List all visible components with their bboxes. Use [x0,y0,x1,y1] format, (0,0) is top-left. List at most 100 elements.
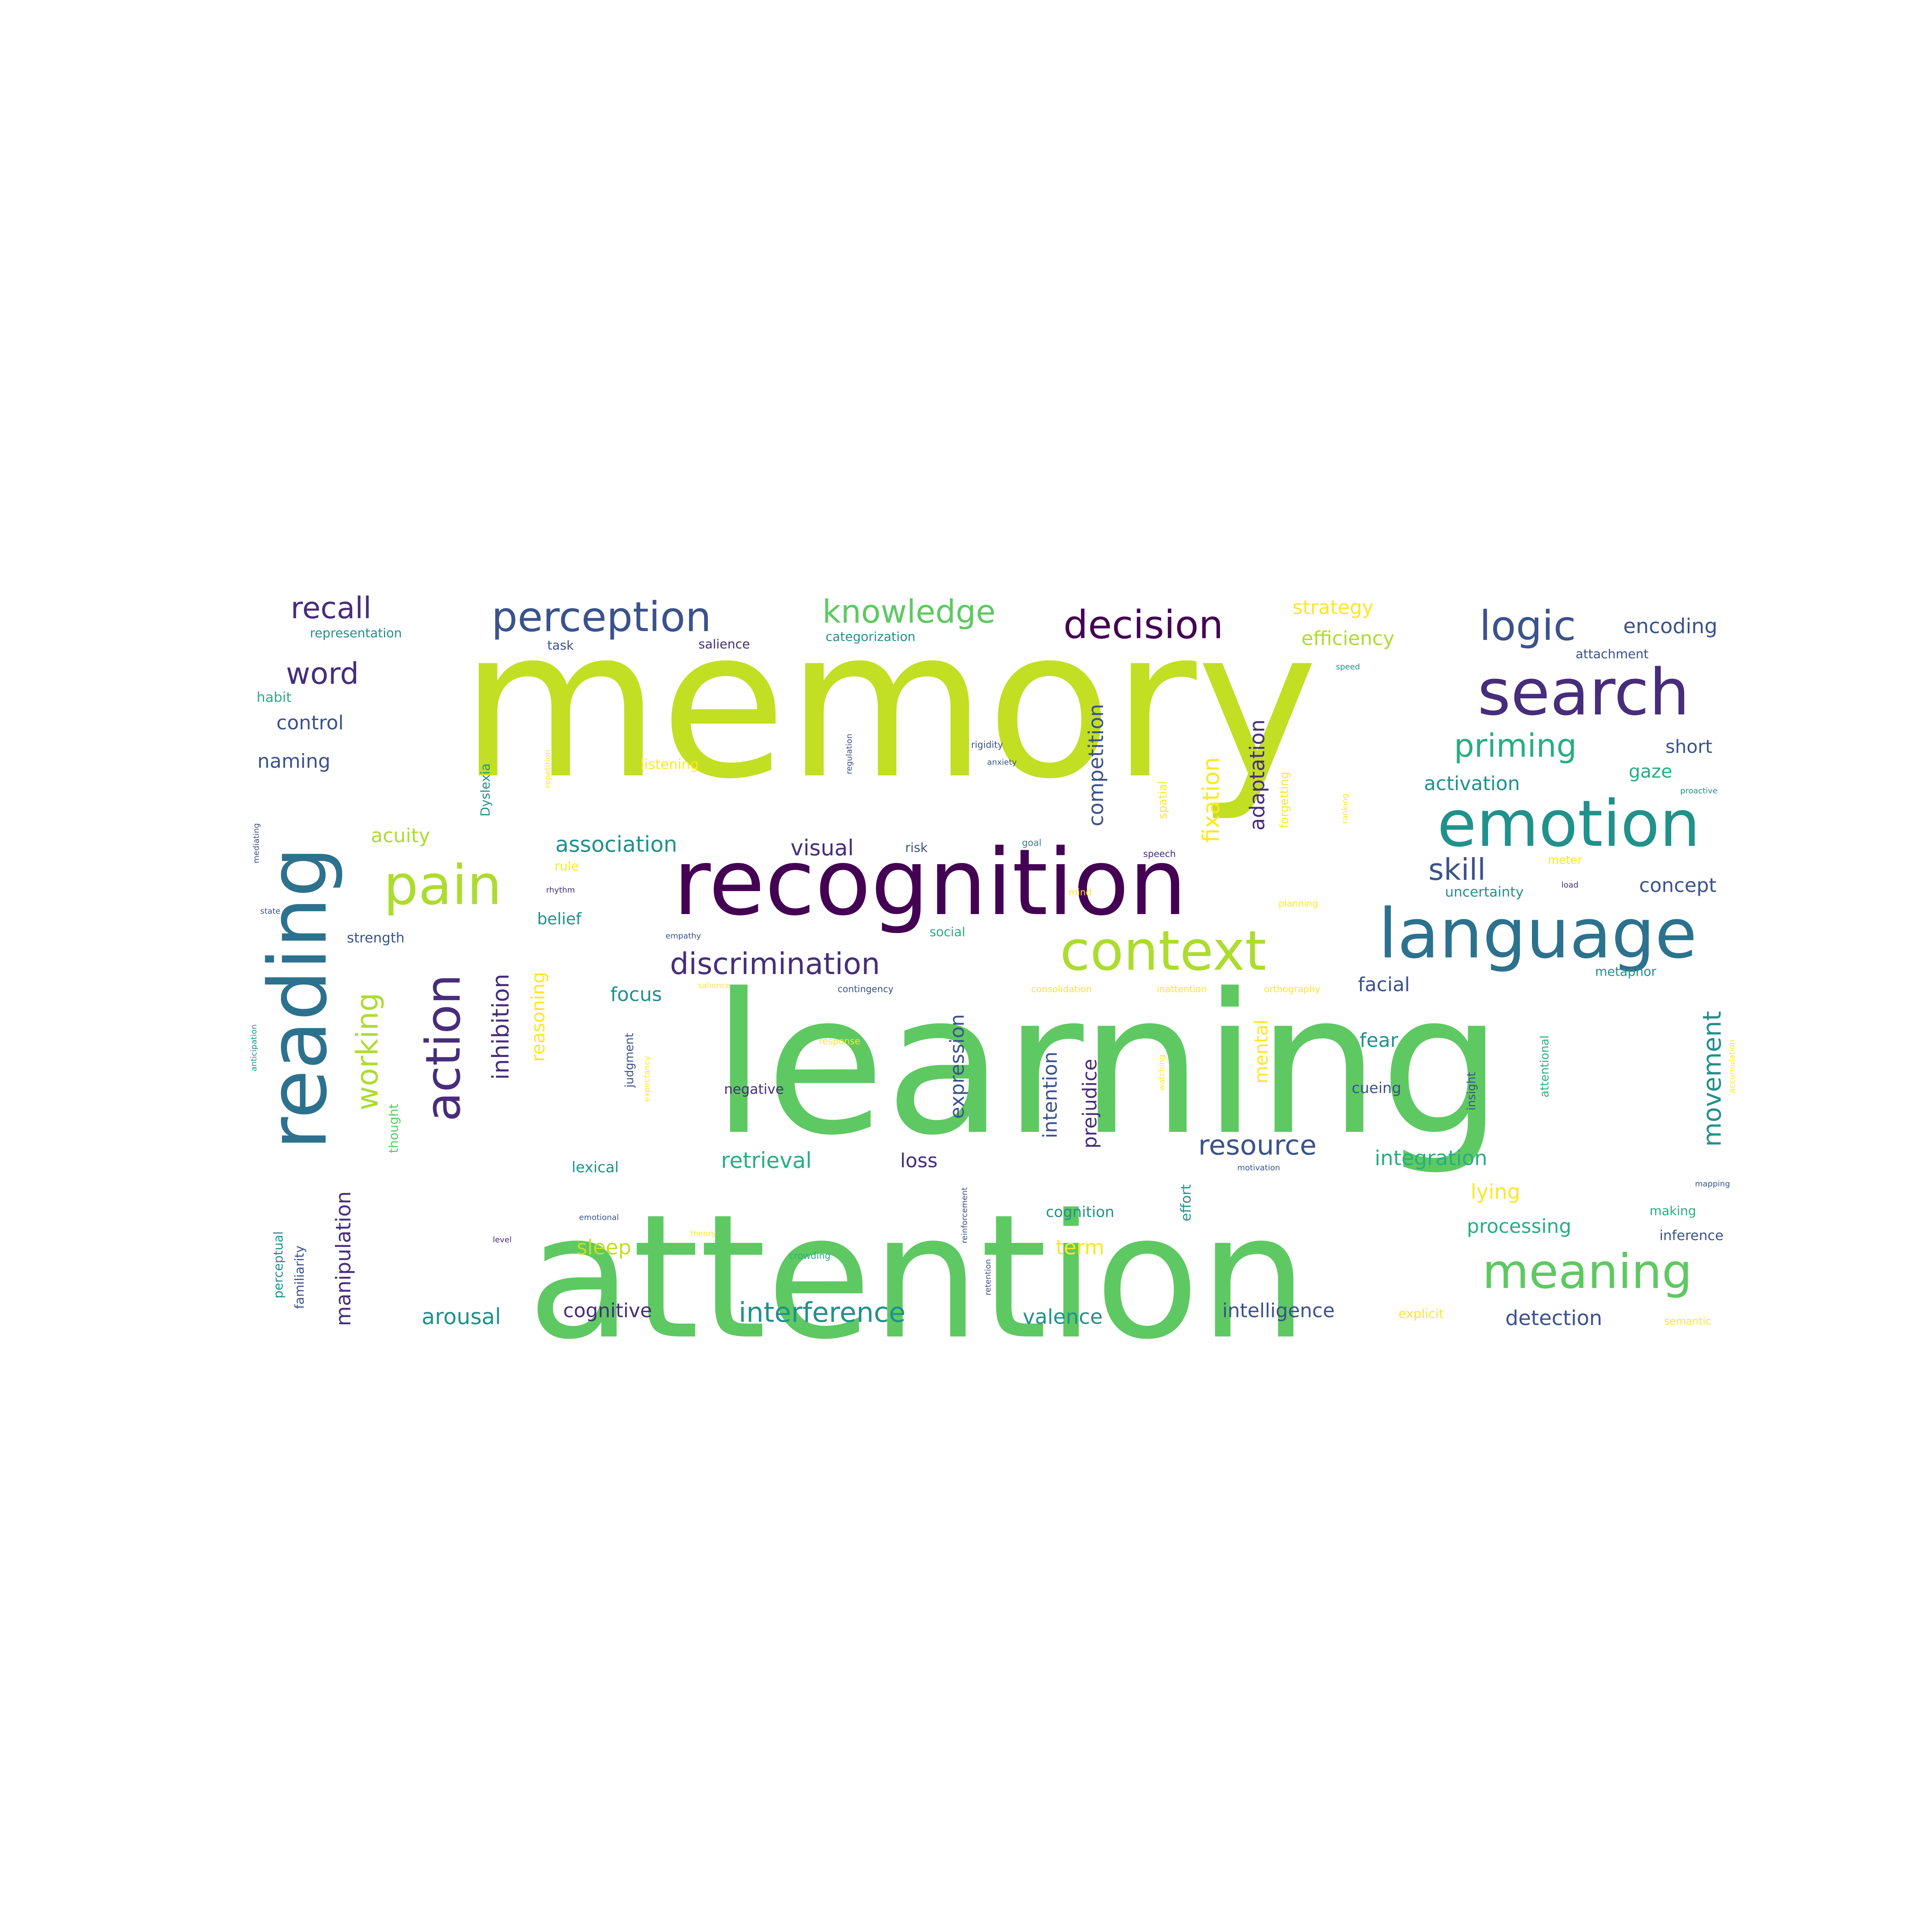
word-arousal: arousal [421,1304,501,1329]
word-short: short [1666,736,1713,757]
word-acuity: acuity [371,825,430,847]
word-insight: insight [1465,1072,1478,1110]
word-empathy: empathy [666,931,701,941]
word-efficiency: efficiency [1301,627,1394,650]
word-prejudice: prejudice [1079,1059,1101,1148]
word-gaze: gaze [1629,761,1672,782]
word-cognitive: cognitive [563,1300,652,1322]
word-retrieval: retrieval [721,1148,811,1173]
word-mapping: mapping [1695,1179,1730,1189]
word-task: task [547,638,574,653]
word-reading: reading [252,846,345,1150]
word-emotional: emotional [579,1213,619,1222]
word-fixation: fixation [1198,757,1225,843]
word-regulation: regulation [844,734,854,774]
word-knowledge: knowledge [822,593,995,630]
word-judgment: judgment [623,1033,636,1088]
word-thought: thought [387,1104,401,1153]
word-rigidity: rigidity [971,740,1003,750]
word-rhythm: rhythm [546,886,575,895]
word-expression: expression [946,1014,969,1119]
word-salience: salience [698,637,750,652]
word-semantic: semantic [1664,1315,1711,1327]
word-learning: learning [712,952,1503,1178]
word-emotion: emotion [1437,787,1700,861]
word-movement: movement [1697,1011,1727,1147]
word-proactive: proactive [1680,786,1717,795]
word-recognition: recognition [673,830,1187,936]
word-cognition: cognition [1046,1203,1114,1221]
word-listening: listening [640,756,699,772]
word-attentional: attentional [1538,1035,1551,1097]
word-loss: loss [900,1150,937,1172]
word-orthography: orthography [1264,984,1320,995]
word-metaphor: metaphor [1595,964,1657,979]
word-decision: decision [1063,602,1223,647]
word-repetition: repetition [543,749,552,788]
word-forgetting: forgetting [1278,772,1291,828]
word-intelligence: intelligence [1222,1300,1335,1322]
word-speech: speech [1143,849,1176,859]
word-mediating: mediating [252,823,261,863]
word-attachment: attachment [1576,647,1649,662]
word-inference: inference [1660,1228,1724,1244]
word-habit: habit [257,689,292,706]
word-control: control [277,712,344,734]
word-naming: naming [257,750,330,773]
word-state: state [260,906,281,916]
word-lexical: lexical [572,1159,619,1176]
word-sleep: sleep [576,1236,631,1259]
word-reasoning: reasoning [528,972,549,1062]
word-interference: interference [739,1297,906,1329]
word-perceptual: perceptual [271,1231,286,1298]
word-skill: skill [1428,853,1486,887]
word-association: association [555,832,677,857]
word-processing: processing [1467,1215,1571,1238]
word-cueing: cueing [1352,1080,1401,1097]
word-mental: mental [1251,1020,1272,1084]
word-explicit: explicit [1399,1307,1444,1321]
word-goal: goal [1022,838,1042,848]
word-visual: visual [791,835,854,861]
word-salience: salience [698,981,731,990]
word-encoding: encoding [1623,615,1717,638]
word-resource: resource [1198,1129,1317,1161]
word-effort: effort [1178,1184,1194,1221]
word-negative: negative [724,1082,784,1098]
word-memory: memory [460,585,1318,824]
word-reinforcement: reinforcement [960,1187,969,1243]
word-recall: recall [291,591,372,625]
word-theory: theory [690,1229,716,1238]
word-motivation: motivation [1237,1163,1280,1172]
word-focus: focus [610,983,662,1006]
word-load: load [1561,880,1578,890]
word-meaning: meaning [1482,1244,1693,1300]
word-speed: speed [1336,662,1360,671]
word-integration: integration [1375,1147,1487,1170]
word-discrimination: discrimination [670,947,880,981]
word-meter: meter [1548,853,1582,867]
word-planning: planning [1278,899,1318,909]
word-consolidation: consolidation [1031,984,1092,995]
word-search: search [1478,656,1690,730]
word-rule: rule [555,859,579,874]
word-inattention: inattention [1157,984,1207,995]
word-inhibition: inhibition [487,974,514,1080]
word-context: context [1060,919,1266,983]
word-strength: strength [347,930,405,946]
word-contingency: contingency [838,984,894,995]
word-logic: logic [1480,602,1576,650]
word-retention: retention [983,1259,993,1295]
word-detection: detection [1505,1307,1602,1330]
word-social: social [929,925,965,939]
word-representation: representation [310,626,402,640]
word-perception: perception [491,593,711,641]
word-anticipation: anticipation [249,1024,258,1071]
word-spatial: spatial [1156,781,1169,819]
word-working: working [351,993,385,1110]
word-familiarity: familiarity [293,1245,307,1309]
word-lying: lying [1471,1180,1520,1204]
word-belief: belief [537,910,582,929]
word-ranking: ranking [1340,793,1350,824]
